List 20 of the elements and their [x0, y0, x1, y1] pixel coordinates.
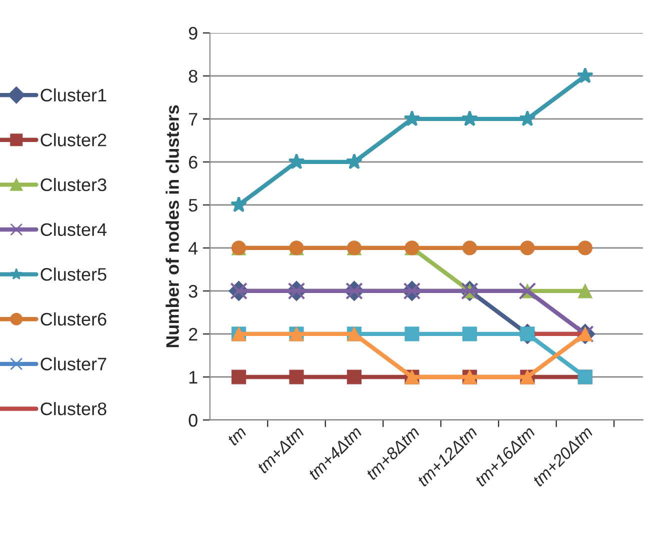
legend-label: Cluster2	[40, 133, 106, 146]
y-tick-label: 9	[188, 26, 198, 40]
legend-label: Cluster3	[40, 178, 106, 192]
y-tick-label: 3	[188, 284, 198, 298]
legend-label: Cluster1	[40, 88, 106, 102]
y-tick-label: 8	[188, 70, 198, 83]
legend-label: Cluster8	[40, 402, 106, 416]
legend-label: Cluster4	[40, 222, 107, 236]
y-tick-label: 6	[188, 156, 198, 169]
legend-label: Cluster6	[40, 312, 106, 326]
y-tick-label: 1	[189, 371, 198, 384]
y-tick-label: 5	[188, 199, 198, 212]
y-tick-label: 2	[188, 328, 198, 341]
legend-label: Cluster5	[40, 268, 106, 281]
x-tick-label: tm	[227, 426, 247, 446]
legend-label: Cluster7	[40, 357, 106, 370]
y-tick-label: 0	[188, 414, 198, 427]
y-axis-title: Number of nodes in clusters	[166, 105, 179, 348]
y-tick-label: 4	[188, 242, 198, 255]
y-tick-label: 7	[189, 113, 198, 126]
